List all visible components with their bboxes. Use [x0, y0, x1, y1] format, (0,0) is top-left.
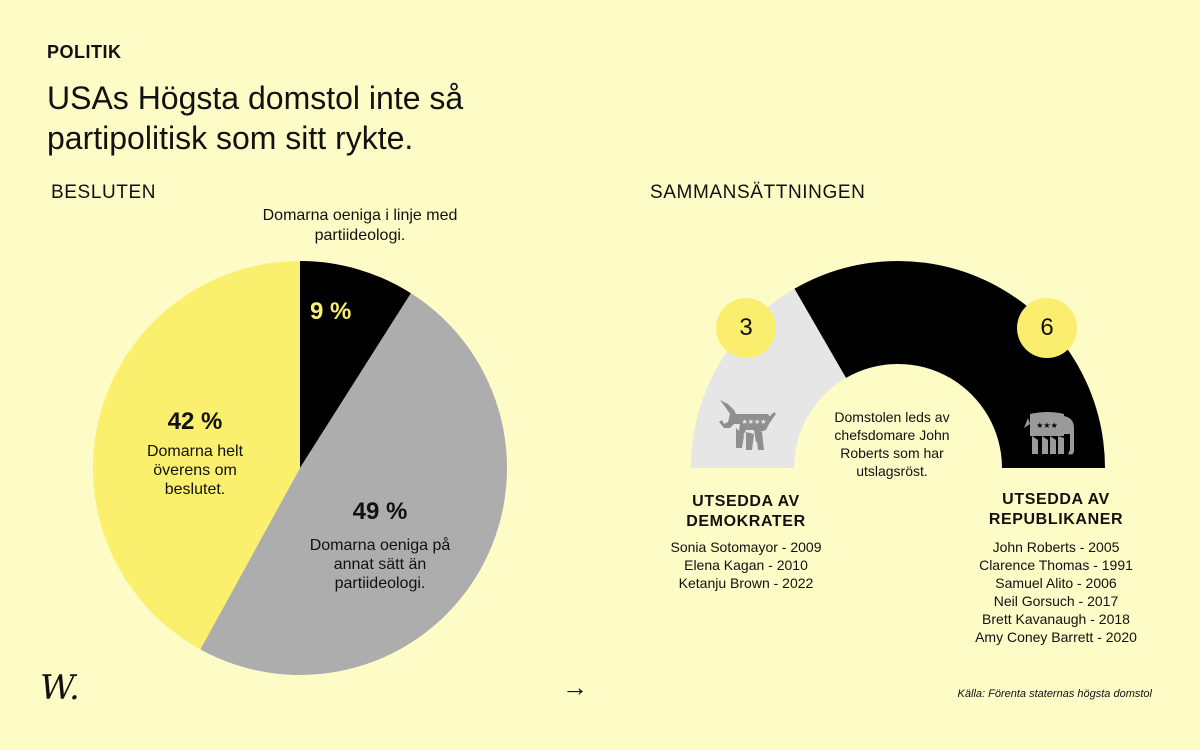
brand-logo: W. [40, 668, 80, 708]
member-name: Elena Kagan - 2010 [684, 557, 808, 573]
source-credit: Källa: Förenta staternas högsta domstol [957, 688, 1152, 700]
svg-text:★★★: ★★★ [1036, 421, 1058, 430]
group-title-republicans: UTSEDDA AV REPUBLIKANER [988, 491, 1124, 528]
member-name: Brett Kavanaugh - 2018 [982, 611, 1130, 627]
member-name: Clarence Thomas - 1991 [979, 557, 1133, 573]
group-title-democrats: UTSEDDA AV DEMOKRATER [686, 493, 806, 530]
pie-slice-9 [300, 261, 411, 468]
badge-democrats-count: 3 [716, 298, 776, 358]
pie-label-42: 42 % [167, 408, 223, 435]
member-name: Sonia Sotomayor - 2009 [670, 539, 822, 555]
pie-desc-49: Domarna oeniga på annat sätt än partiide… [309, 537, 451, 592]
pie-label-9: 9 % [310, 298, 352, 325]
pie-slice-49 [200, 293, 508, 676]
pie-note-ideology: Domarna oeniga i linje med partiideologi… [262, 207, 458, 244]
pie-desc-42: Domarna helt överens om beslutet. [146, 443, 244, 498]
pie-label-49: 49 % [352, 498, 408, 525]
member-list-democrats: Sonia Sotomayor - 2009 Elena Kagan - 201… [640, 538, 852, 592]
member-name: Ketanju Brown - 2022 [678, 575, 814, 591]
pie-slice-42 [92, 260, 301, 650]
member-name: John Roberts - 2005 [992, 539, 1120, 555]
next-arrow-icon[interactable]: → [562, 672, 588, 702]
section-label-composition: SAMMANSÄTTNINGEN [650, 182, 866, 203]
svg-text:★★★★: ★★★★ [741, 418, 766, 426]
member-name: Neil Gorsuch - 2017 [993, 593, 1119, 609]
badge-republicans-count: 6 [1017, 298, 1077, 358]
member-name: Samuel Alito - 2006 [995, 575, 1117, 591]
chief-justice-note: Domstolen leds av chefsdomare John Rober… [834, 409, 950, 479]
elephant-icon: ★★★ [1024, 412, 1074, 455]
donkey-icon: ★★★★ [719, 400, 776, 450]
member-name: Amy Coney Barrett - 2020 [975, 629, 1137, 645]
page-title: USAs Högsta domstol inte så partipolitis… [47, 80, 464, 156]
section-label-decisions: BESLUTEN [51, 182, 157, 203]
member-list-republicans: John Roberts - 2005 Clarence Thomas - 19… [945, 538, 1167, 646]
section-kicker: POLITIK [47, 42, 122, 62]
